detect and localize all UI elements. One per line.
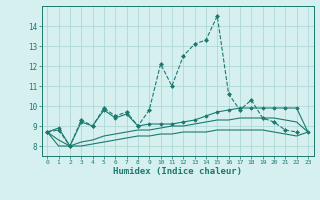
X-axis label: Humidex (Indice chaleur): Humidex (Indice chaleur) [113,167,242,176]
